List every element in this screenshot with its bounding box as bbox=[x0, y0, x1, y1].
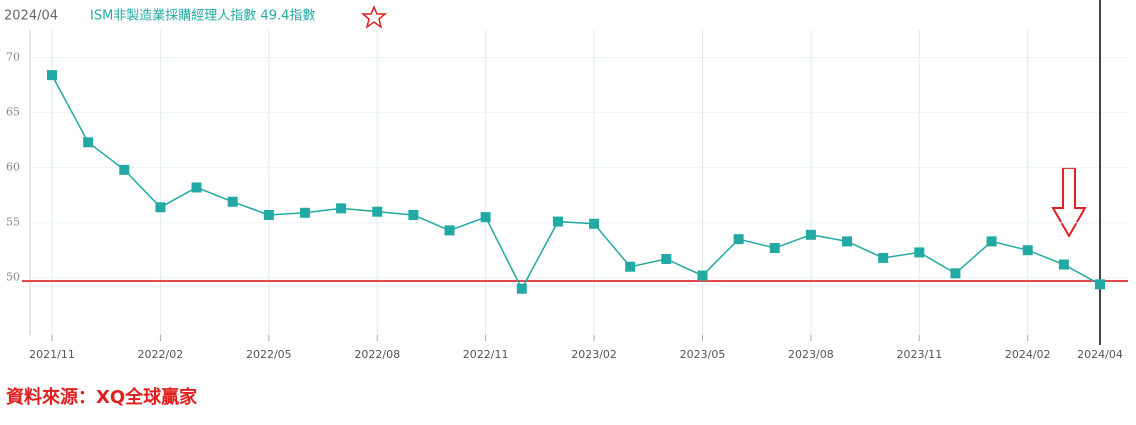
data-point bbox=[263, 209, 274, 220]
data-point bbox=[552, 216, 563, 227]
x-tick-label: 2023/05 bbox=[680, 348, 726, 361]
data-point bbox=[1022, 245, 1033, 256]
data-point bbox=[299, 207, 310, 218]
data-point bbox=[336, 203, 347, 214]
y-tick-label: 65 bbox=[6, 106, 20, 119]
x-tick-label: 2023/02 bbox=[571, 348, 617, 361]
series-line bbox=[51, 74, 1101, 291]
data-point bbox=[878, 252, 889, 263]
data-point bbox=[372, 206, 383, 217]
data-point bbox=[914, 247, 925, 258]
data-point bbox=[1095, 279, 1105, 290]
data-point bbox=[480, 212, 491, 223]
x-tick-label: 2023/08 bbox=[788, 348, 834, 361]
data-point bbox=[805, 229, 816, 240]
data-point bbox=[83, 137, 94, 148]
x-tick-label: 2024/04 bbox=[1077, 348, 1123, 361]
data-point bbox=[950, 268, 961, 279]
data-point bbox=[733, 234, 744, 245]
data-point bbox=[408, 209, 419, 220]
favorite-star[interactable] bbox=[360, 5, 388, 29]
data-point bbox=[119, 164, 130, 175]
x-tick-label: 2022/05 bbox=[246, 348, 292, 361]
data-point bbox=[589, 218, 600, 229]
x-tick-label: 2023/11 bbox=[896, 348, 942, 361]
data-point bbox=[444, 225, 455, 236]
source-note: 資料來源：XQ全球贏家 bbox=[6, 386, 198, 408]
x-tick-label: 2022/02 bbox=[138, 348, 184, 361]
data-point bbox=[842, 236, 853, 247]
x-tick-label: 2022/11 bbox=[463, 348, 509, 361]
data-point bbox=[769, 243, 780, 254]
data-point bbox=[191, 182, 202, 193]
data-point bbox=[227, 196, 238, 207]
y-tick-label: 60 bbox=[6, 161, 20, 174]
data-point bbox=[697, 270, 708, 281]
data-point bbox=[625, 261, 636, 272]
data-point bbox=[155, 202, 166, 213]
date-label: 2024/04 bbox=[4, 9, 58, 24]
x-tick-label: 2022/08 bbox=[354, 348, 400, 361]
data-point bbox=[47, 70, 57, 81]
chart-title: ISM非製造業採購經理人指數 49.4指數 bbox=[90, 8, 315, 24]
data-point bbox=[661, 254, 672, 265]
arrow-annotation bbox=[1051, 167, 1087, 239]
y-tick-label: 50 bbox=[6, 271, 20, 284]
data-point bbox=[986, 236, 997, 247]
y-tick-label: 55 bbox=[6, 216, 20, 229]
x-tick-label: 2021/11 bbox=[29, 348, 75, 361]
data-point bbox=[1058, 259, 1069, 270]
y-tick-label: 70 bbox=[6, 51, 20, 64]
data-point bbox=[516, 283, 527, 294]
x-tick-label: 2024/02 bbox=[1005, 348, 1051, 361]
